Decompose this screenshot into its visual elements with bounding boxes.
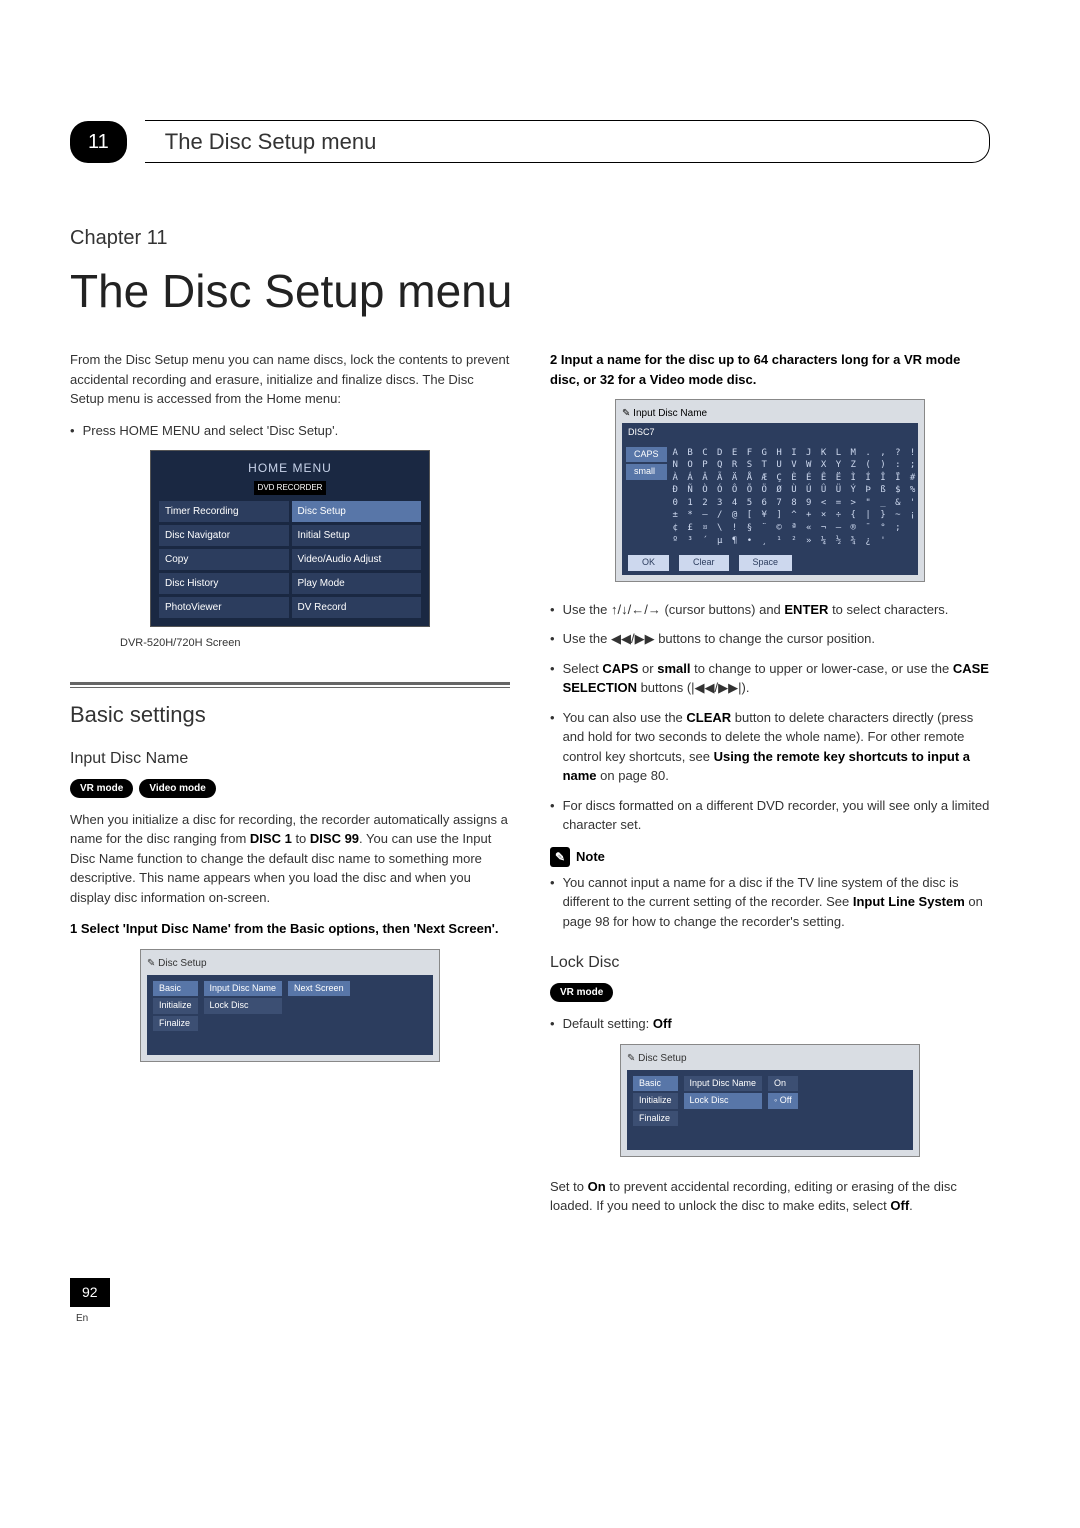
ds-left-item: Basic bbox=[153, 981, 198, 997]
ds-mid-item: Lock Disc bbox=[204, 998, 283, 1014]
input-name-screenshot: ✎ Input Disc Name DISC7 CAPS small A B C… bbox=[615, 399, 925, 582]
ds-left-item: Finalize bbox=[153, 1016, 198, 1032]
lock-mode-badges: VR mode bbox=[550, 983, 990, 1002]
video-mode-badge: Video mode bbox=[139, 779, 216, 798]
menu-item: Initial Setup bbox=[292, 525, 422, 546]
note-icon: ✎ bbox=[550, 847, 570, 867]
chapter-number-badge: 11 bbox=[70, 121, 127, 163]
chapter-heading: The Disc Setup menu bbox=[70, 257, 990, 326]
menu-item: Disc Setup bbox=[292, 501, 422, 522]
page-language: En bbox=[76, 1313, 88, 1324]
menu-item: Play Mode bbox=[292, 573, 422, 594]
ds-right-item: ◦ Off bbox=[768, 1093, 798, 1109]
left-column: From the Disc Setup menu you can name di… bbox=[70, 350, 510, 1228]
ds-mid-item: Input Disc Name bbox=[684, 1076, 763, 1092]
small-button: small bbox=[626, 464, 667, 480]
clear-button: Clear bbox=[679, 555, 729, 571]
disc-setup-screenshot-2: ✎ Disc Setup Basic Initialize Finalize I… bbox=[620, 1044, 920, 1157]
running-title: The Disc Setup menu bbox=[145, 120, 990, 163]
screenshot-caption: DVR-520H/720H Screen bbox=[120, 635, 510, 652]
right-column: 2 Input a name for the disc up to 64 cha… bbox=[550, 350, 990, 1228]
chapter-label: Chapter 11 bbox=[70, 223, 990, 253]
ds-mid-item: Lock Disc bbox=[684, 1093, 763, 1109]
ds-title: ✎ Disc Setup bbox=[627, 1051, 913, 1066]
ds-right-item: On bbox=[768, 1076, 798, 1092]
menu-item: Video/Audio Adjust bbox=[292, 549, 422, 570]
lock-disc-title: Lock Disc bbox=[550, 951, 990, 975]
section-divider bbox=[70, 682, 510, 688]
page-footer: 92 En bbox=[70, 1228, 990, 1327]
menu-item: DV Record bbox=[292, 597, 422, 618]
ds-mid-item: Input Disc Name bbox=[204, 981, 283, 997]
ds-title: ✎ Disc Setup bbox=[147, 956, 433, 971]
home-menu-screenshot: HOME MENU DVD RECORDER Timer Recording D… bbox=[150, 450, 430, 627]
bullet-case: Select CAPS or small to change to upper … bbox=[550, 659, 990, 698]
ds-right-item: Next Screen bbox=[288, 981, 350, 997]
press-home-text: Press HOME MENU and select 'Disc Setup'. bbox=[83, 421, 339, 441]
inb-field: DISC7 bbox=[622, 423, 918, 443]
page-header: 11 The Disc Setup menu bbox=[70, 120, 990, 163]
home-menu-subtitle: DVD RECORDER bbox=[254, 481, 327, 495]
menu-item: Disc History bbox=[159, 573, 289, 594]
menu-item: Copy bbox=[159, 549, 289, 570]
input-disc-name-title: Input Disc Name bbox=[70, 747, 510, 771]
note-text: You cannot input a name for a disc if th… bbox=[550, 873, 990, 932]
ds-left-item: Basic bbox=[633, 1076, 678, 1092]
vr-mode-badge: VR mode bbox=[550, 983, 613, 1002]
bullet-cursor: Use the ↑/↓/←/→ (cursor buttons) and ENT… bbox=[550, 600, 990, 620]
lock-paragraph: Set to On to prevent accidental recordin… bbox=[550, 1177, 990, 1216]
press-home-bullet: Press HOME MENU and select 'Disc Setup'. bbox=[70, 421, 510, 441]
menu-item: PhotoViewer bbox=[159, 597, 289, 618]
vr-mode-badge: VR mode bbox=[70, 779, 133, 798]
lock-default: Default setting: Off bbox=[550, 1014, 990, 1034]
bullet-clear: You can also use the CLEAR button to del… bbox=[550, 708, 990, 786]
disc-setup-screenshot-1: ✎ Disc Setup Basic Initialize Finalize I… bbox=[140, 949, 440, 1062]
ds-left-item: Initialize bbox=[153, 998, 198, 1014]
basic-settings-title: Basic settings bbox=[70, 698, 510, 731]
menu-item: Disc Navigator bbox=[159, 525, 289, 546]
ok-button: OK bbox=[628, 555, 669, 571]
step-2: 2 Input a name for the disc up to 64 cha… bbox=[550, 350, 990, 389]
step-1: 1 Select 'Input Disc Name' from the Basi… bbox=[70, 919, 510, 939]
inb-title: Input Disc Name bbox=[633, 408, 707, 419]
mode-badges: VR mode Video mode bbox=[70, 779, 510, 798]
home-menu-title: HOME MENU bbox=[159, 459, 421, 477]
char-grid: A B C D E F G H I J K L M . , ? ! N O P … bbox=[673, 447, 918, 548]
ds-left-item: Initialize bbox=[633, 1093, 678, 1109]
input-disc-name-paragraph: When you initialize a disc for recording… bbox=[70, 810, 510, 908]
caps-button: CAPS bbox=[626, 447, 667, 463]
ds-left-item: Finalize bbox=[633, 1111, 678, 1127]
note-label: Note bbox=[576, 847, 605, 867]
page-number: 92 bbox=[70, 1278, 110, 1307]
intro-paragraph: From the Disc Setup menu you can name di… bbox=[70, 350, 510, 409]
bullet-position: Use the ◀◀/▶▶ buttons to change the curs… bbox=[550, 629, 990, 649]
bullet-limited: For discs formatted on a different DVD r… bbox=[550, 796, 990, 835]
note-header: ✎ Note bbox=[550, 847, 990, 867]
space-button: Space bbox=[739, 555, 793, 571]
menu-item: Timer Recording bbox=[159, 501, 289, 522]
